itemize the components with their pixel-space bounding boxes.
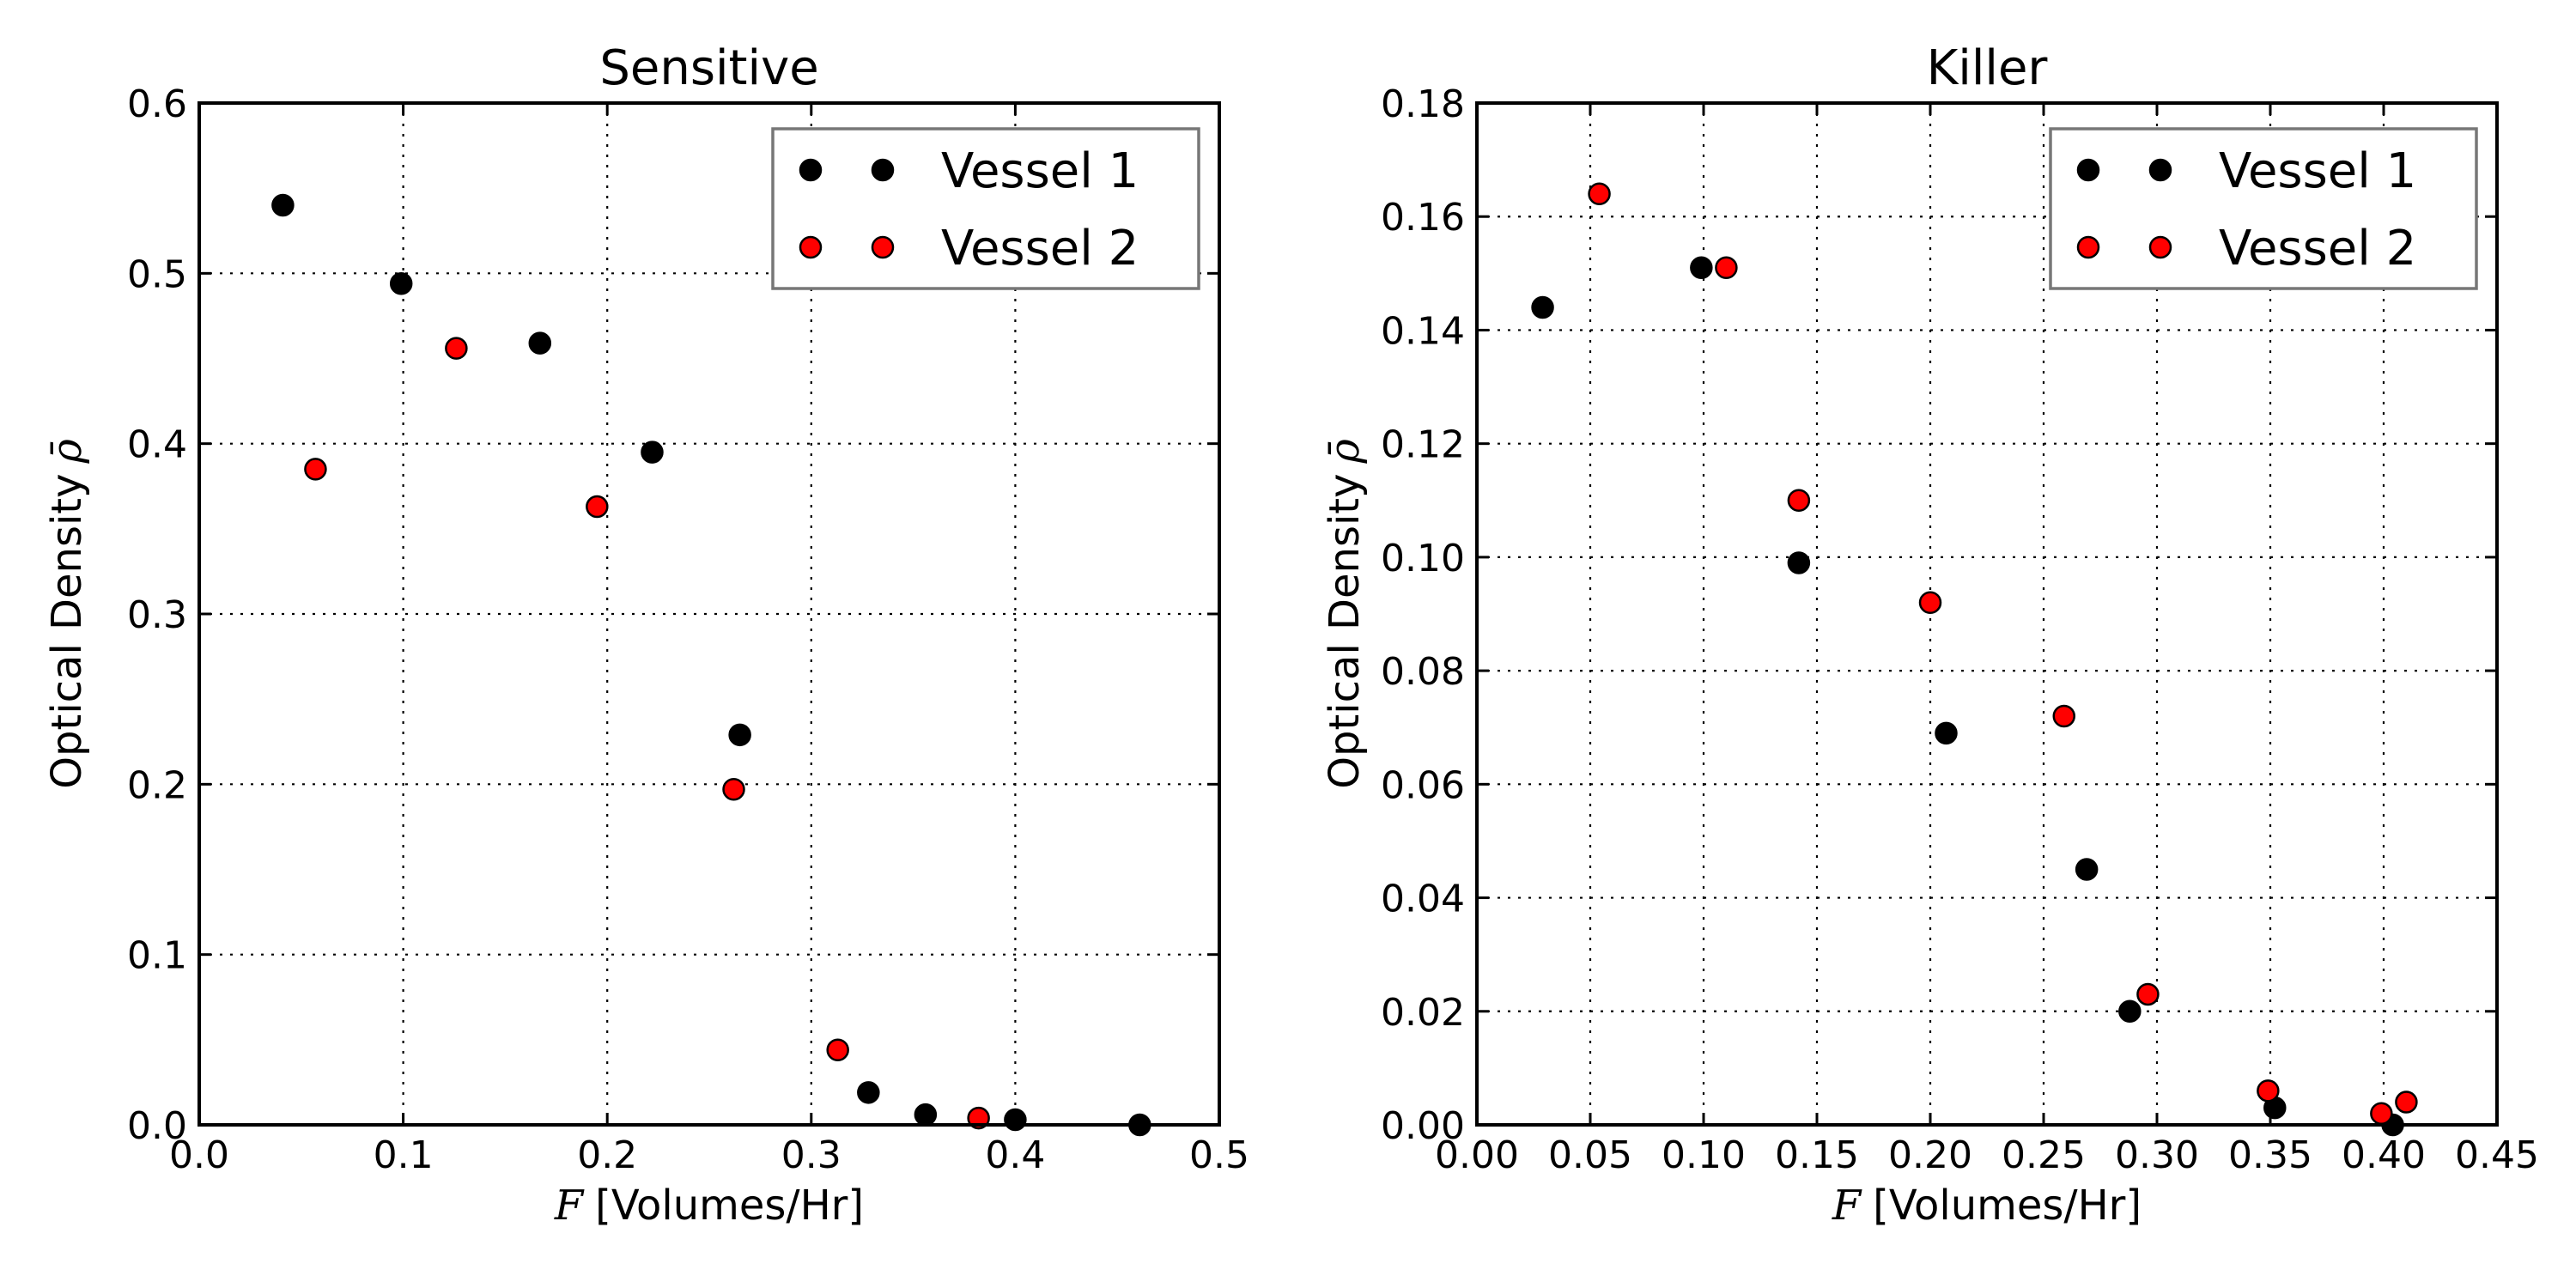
y-tick-label: 0.04 (1381, 878, 1465, 921)
data-point-vessel-1 (2118, 999, 2142, 1024)
legend-label: Vessel 1 (941, 143, 1139, 199)
x-tick-label: 0.5 (1189, 1133, 1249, 1177)
x-axis-variable: F (1832, 1182, 1862, 1230)
y-tick-label: 0.10 (1381, 537, 1465, 580)
y-tick-label: 0.1 (127, 934, 187, 978)
x-tick-label: 0.0 (169, 1133, 229, 1177)
x-tick-label: 0.25 (2002, 1133, 2086, 1177)
x-axis-unit: [Volumes/Hr] (1873, 1182, 2142, 1230)
x-tick-label: 0.3 (781, 1133, 841, 1177)
data-point-vessel-2 (2052, 704, 2076, 728)
y-tick-label: 0.2 (127, 763, 187, 807)
data-point-vessel-2 (586, 495, 609, 519)
y-tick-label: 0.6 (127, 82, 187, 126)
chart-title: Sensitive (599, 40, 818, 96)
legend-marker (871, 158, 895, 182)
x-tick-label: 0.10 (1662, 1133, 1746, 1177)
legend-marker (2148, 158, 2172, 182)
legend: Vessel 1 Vessel 2 (771, 127, 1200, 290)
data-point-vessel-1 (2075, 858, 2099, 881)
data-point-vessel-2 (2395, 1091, 2418, 1114)
x-axis-label: F [Volumes/Hr] (1832, 1182, 2142, 1230)
legend-marker (2148, 235, 2172, 259)
y-axis-text: Optical Density (43, 473, 91, 788)
y-axis-symbol: ρ̄ (1321, 439, 1369, 464)
x-tick-label: 0.2 (577, 1133, 637, 1177)
data-point-vessel-1 (1531, 295, 1554, 319)
x-tick-label: 0.35 (2228, 1133, 2312, 1177)
x-tick-label: 0.40 (2342, 1133, 2426, 1177)
legend-marker (2076, 158, 2100, 182)
data-point-vessel-2 (1588, 182, 1611, 206)
data-point-vessel-2 (1787, 489, 1811, 513)
y-axis-symbol: ρ̄ (43, 439, 91, 464)
x-tick-label: 0.1 (374, 1133, 434, 1177)
x-axis-label: F [Volumes/Hr] (554, 1182, 864, 1230)
y-tick-label: 0.08 (1381, 650, 1465, 694)
x-tick-label: 0.15 (1775, 1133, 1859, 1177)
plot-frame (197, 101, 1221, 1127)
y-tick-label: 0.3 (127, 593, 187, 637)
y-tick-label: 0.02 (1381, 991, 1465, 1035)
y-tick-label: 0.0 (127, 1104, 187, 1148)
data-point-vessel-1 (389, 271, 413, 295)
legend-marker (2076, 235, 2100, 259)
data-point-vessel-2 (722, 778, 745, 801)
legend-box (771, 127, 1200, 290)
data-point-vessel-2 (1715, 256, 1738, 279)
data-point-vessel-2 (1918, 591, 1942, 615)
y-tick-label: 0.5 (127, 252, 187, 296)
data-point-vessel-1 (914, 1103, 938, 1127)
y-tick-label: 0.18 (1381, 82, 1465, 126)
y-tick-label: 0.12 (1381, 423, 1465, 467)
data-point-vessel-1 (728, 723, 751, 747)
legend-label: Vessel 1 (2219, 143, 2416, 199)
chart-title: Killer (1927, 40, 2049, 96)
legend-marker (799, 235, 823, 259)
y-axis-label: Optical Density ρ̄ (1321, 439, 1369, 789)
data-point-vessel-1 (1935, 721, 1958, 745)
legend-box (2049, 127, 2478, 290)
data-point-vessel-1 (1787, 551, 1811, 574)
y-tick-label: 0.06 (1381, 763, 1465, 807)
legend-marker (799, 158, 823, 182)
y-axis-text: Optical Density (1321, 473, 1369, 788)
data-point-vessel-1 (641, 440, 664, 464)
y-tick-label: 0.4 (127, 423, 187, 467)
y-tick-label: 0.14 (1381, 309, 1465, 353)
data-point-vessel-1 (1690, 256, 1713, 279)
x-tick-label: 0.45 (2455, 1133, 2539, 1177)
y-tick-label: 0.16 (1381, 196, 1465, 240)
legend-marker (871, 235, 895, 259)
legend-label: Vessel 2 (2219, 221, 2416, 276)
legend-label: Vessel 2 (941, 221, 1139, 276)
chart-panel-killer: 0.00 0.05 0.10 0.15 0.20 0.25 0.30 0.35 0.40 0.45… (1321, 40, 2539, 1230)
data-point-vessel-1 (528, 331, 552, 355)
data-point-vessel-1 (1004, 1108, 1027, 1132)
data-point-vessel-2 (2370, 1102, 2393, 1126)
x-tick-label: 0.30 (2115, 1133, 2199, 1177)
x-axis-unit: [Volumes/Hr] (595, 1182, 864, 1230)
y-tick-label: 0.00 (1381, 1104, 1465, 1148)
y-axis-label: Optical Density ρ̄ (43, 439, 91, 789)
x-tick-label: 0.05 (1548, 1133, 1632, 1177)
plot-frame (1475, 101, 2499, 1127)
data-point-vessel-2 (2136, 982, 2160, 1006)
data-point-vessel-1 (857, 1081, 880, 1104)
data-point-vessel-2 (445, 337, 468, 360)
data-point-vessel-2 (304, 458, 327, 481)
legend: Vessel 1 Vessel 2 (2049, 127, 2478, 290)
x-tick-label: 0.4 (985, 1133, 1045, 1177)
data-point-vessel-1 (271, 193, 295, 217)
x-tick-label: 0.20 (1888, 1133, 1972, 1177)
data-point-vessel-2 (2257, 1079, 2280, 1103)
data-point-vessel-2 (826, 1038, 849, 1061)
x-tick-label: 0.00 (1435, 1133, 1519, 1177)
chart-panel-sensitive: 0.0 0.1 0.2 0.3 0.4 0.5 0.0 0.1 0.2 0.3 0.4 0.5 0.6 S… (43, 40, 1249, 1230)
x-axis-variable: F (554, 1182, 585, 1230)
